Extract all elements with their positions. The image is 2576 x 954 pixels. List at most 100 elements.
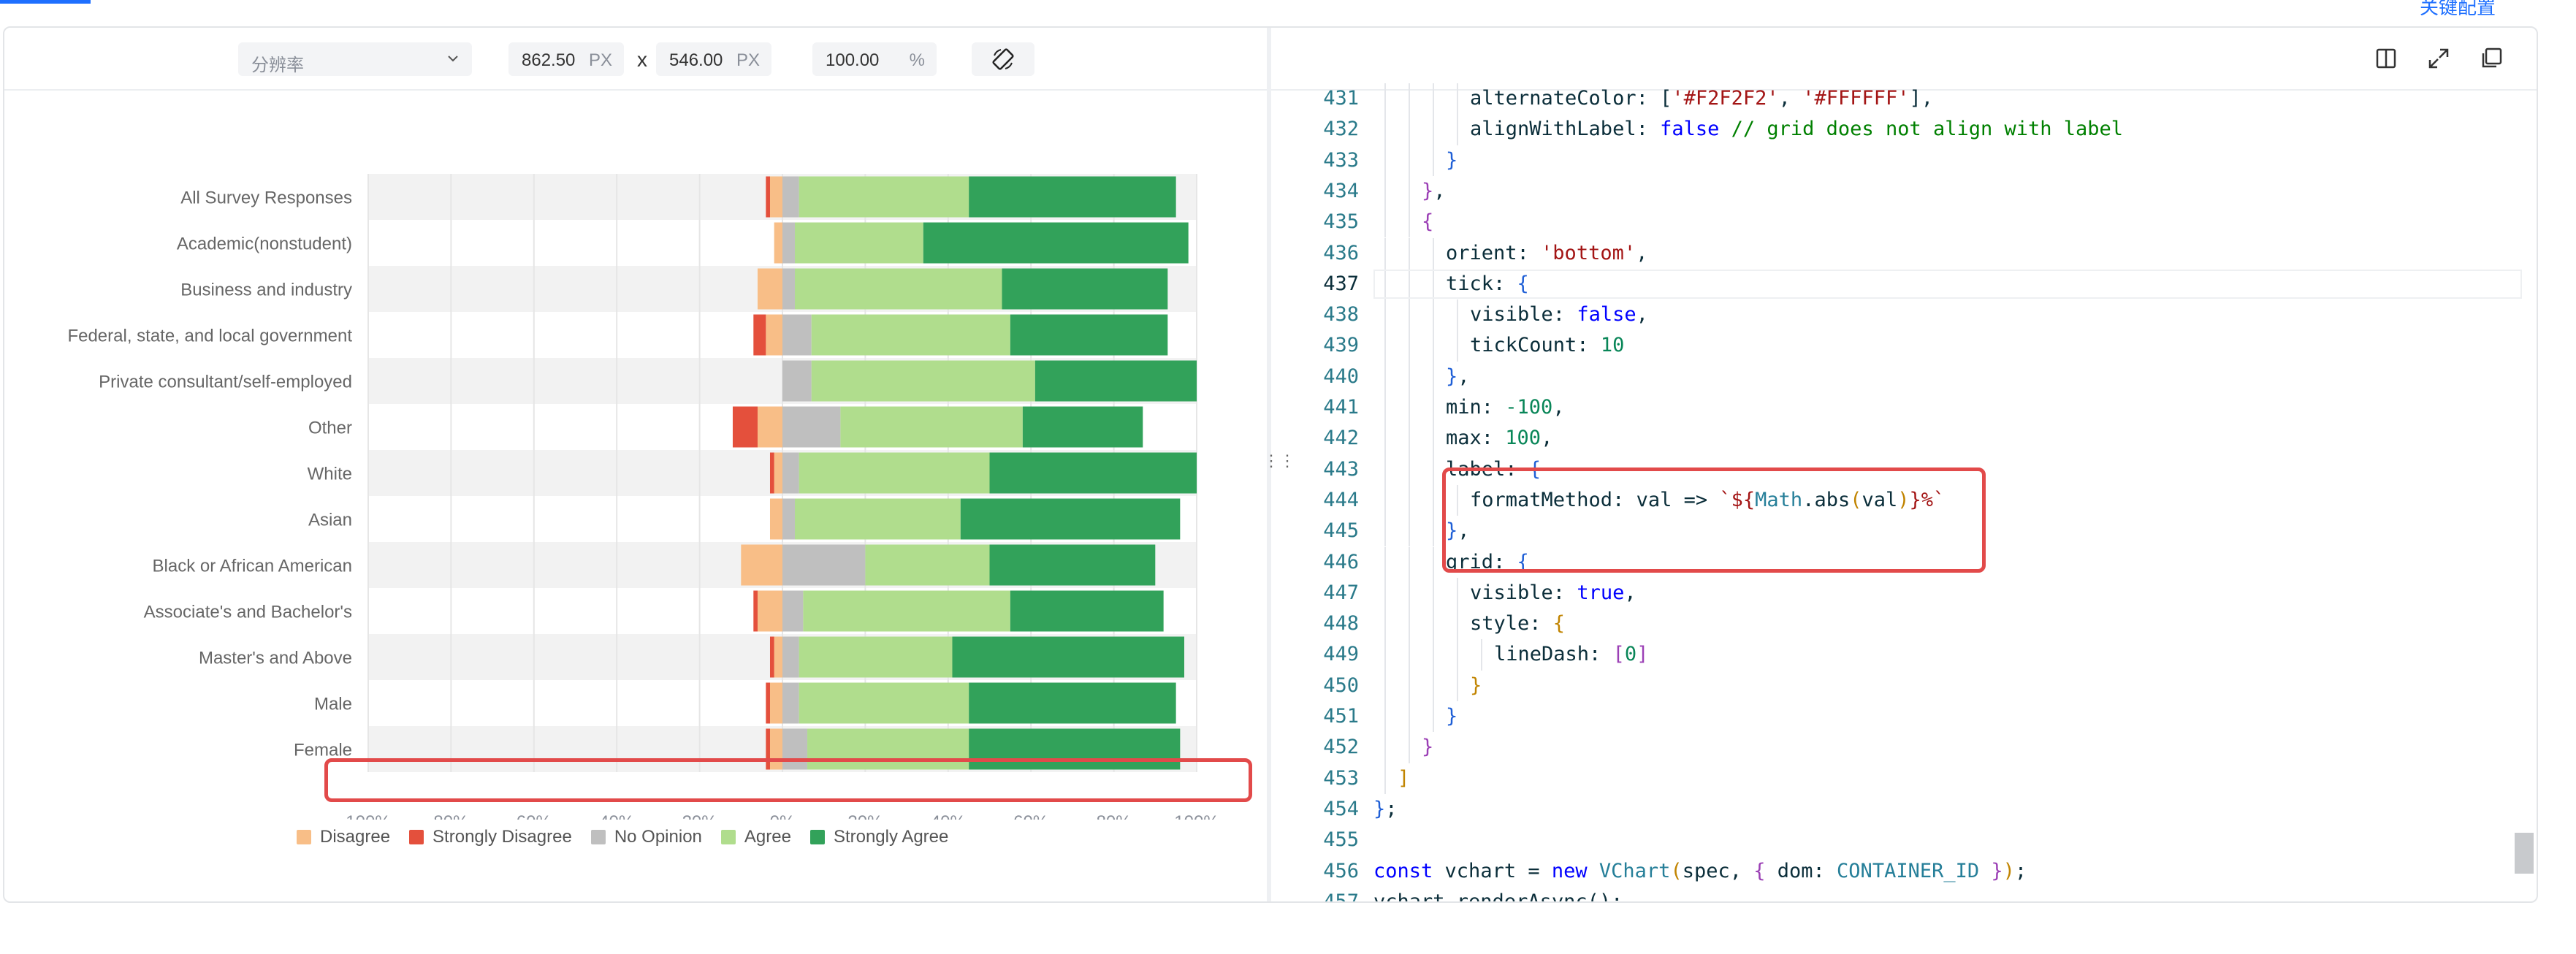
indent-guide <box>1409 268 1410 300</box>
bar-strongly-disagree <box>732 406 758 448</box>
indent-guide <box>1384 207 1386 238</box>
code-token: '#F2F2F2' <box>1672 87 1779 110</box>
indent-guide <box>1384 577 1386 609</box>
indent-guide <box>1409 670 1410 701</box>
indent-guide <box>1457 83 1458 115</box>
category-label: Federal, state, and local government <box>67 327 352 346</box>
code-token: 0 <box>1624 643 1637 666</box>
legend-item[interactable]: Disagree <box>297 827 390 847</box>
indent-guide <box>1384 114 1386 145</box>
code-token: } <box>1470 673 1482 697</box>
code-token: { <box>1552 612 1566 636</box>
height-input[interactable]: 546.00 PX <box>656 42 771 76</box>
indent-guide <box>1409 423 1410 454</box>
indent-guide <box>1481 639 1482 671</box>
bar-strongly-disagree <box>753 314 766 356</box>
bar-no-opinion <box>782 682 799 724</box>
bar-strongly-disagree <box>766 728 770 770</box>
bar-agree <box>799 636 953 678</box>
drag-handle-icon[interactable]: ⋮⋮ <box>1263 451 1295 470</box>
bar-agree <box>807 728 969 770</box>
line-number: 456 <box>1323 859 1359 882</box>
code-content[interactable]: alternateColor: ['#F2F2F2', '#FFFFFF'], a… <box>1373 83 2513 903</box>
indent-guide <box>1409 484 1410 516</box>
indent-guide <box>1457 577 1458 609</box>
indent-guide <box>1384 763 1386 794</box>
code-token: ; <box>1385 797 1398 820</box>
x-tick-label: 40% <box>599 812 634 820</box>
code-token: , <box>1433 179 1446 202</box>
bar-strongly-agree <box>1034 360 1197 402</box>
code-token: , <box>1636 303 1648 327</box>
indent-guide <box>1433 83 1434 115</box>
bar-agree <box>865 544 990 586</box>
code-token: formatMethod: val => <box>1470 488 1720 511</box>
category-label: Academic(nonstudent) <box>177 234 352 254</box>
split-view-icon[interactable] <box>2371 44 2401 73</box>
bar-agree <box>803 590 1010 632</box>
bar-disagree <box>774 452 782 494</box>
code-token: [ <box>1612 643 1625 666</box>
bar-strongly-disagree <box>753 590 758 632</box>
code-line: } <box>1446 701 1457 732</box>
bar-no-opinion <box>782 176 799 218</box>
legend-item[interactable]: Strongly Agree <box>809 827 948 847</box>
chart-legend: Disagree Strongly Disagree No Opinion Agree… <box>297 823 967 852</box>
code-token: val <box>1861 488 1898 511</box>
legend-item[interactable]: No Opinion <box>590 827 702 847</box>
x-tick-label: 100% <box>346 812 390 820</box>
copy-icon[interactable] <box>2477 44 2506 73</box>
code-token: ( <box>1850 488 1862 511</box>
category-label: Asian <box>308 511 352 530</box>
indent-guide <box>1384 484 1386 516</box>
code-token: } <box>1446 519 1458 543</box>
legend-item[interactable]: Strongly Disagree <box>409 827 572 847</box>
x-tick-label: 0% <box>770 812 796 820</box>
code-token: alternateColor: <box>1470 87 1661 110</box>
rotate-button[interactable] <box>972 42 1034 76</box>
code-token: // grid does not align with label <box>1719 118 2124 141</box>
code-token: ) <box>1897 488 1910 511</box>
line-number: 437 <box>1323 272 1359 295</box>
category-label: White <box>308 465 352 484</box>
legend-item[interactable]: Agree <box>720 827 791 847</box>
indent-guide <box>1409 701 1410 733</box>
line-number: 455 <box>1323 828 1359 852</box>
indent-guide <box>1457 484 1458 516</box>
x-tick-label: 80% <box>433 812 468 820</box>
indent-guide <box>1409 83 1410 115</box>
indent-guide <box>1384 608 1386 640</box>
code-token: '#FFFFFF' <box>1802 87 1910 110</box>
code-token: vchart.renderAsync(); <box>1373 890 1623 903</box>
preview-pane: 分辨率 862.50 PX x 546.00 PX 100.00 % <box>4 28 1267 901</box>
code-token: ] <box>1636 643 1649 666</box>
legend-swatch <box>720 830 736 844</box>
editor-scrollbar-thumb[interactable] <box>2515 833 2534 874</box>
resolution-select[interactable]: 分辨率 <box>238 42 472 76</box>
indent-guide <box>1384 175 1386 207</box>
code-token: CONTAINER_ID <box>1837 859 1980 882</box>
indent-guide <box>1409 175 1410 207</box>
code-token: tickCount: <box>1470 334 1601 357</box>
line-number: 436 <box>1323 241 1359 264</box>
code-line: tick: { <box>1446 269 1529 299</box>
code-token: visible: <box>1470 581 1577 604</box>
fullscreen-icon[interactable] <box>2424 44 2453 73</box>
code-line: }, <box>1422 176 1446 207</box>
zoom-input[interactable]: 100.00 % <box>812 42 937 76</box>
indent-guide <box>1409 299 1410 331</box>
bar-strongly-disagree <box>769 452 774 494</box>
pane-divider[interactable] <box>1267 28 1271 901</box>
bar-strongly-agree <box>989 544 1156 586</box>
bar-disagree <box>769 176 782 218</box>
key-config-link[interactable]: 关键配置 <box>2419 0 2496 18</box>
bar-disagree <box>769 682 782 724</box>
width-input[interactable]: 862.50 PX <box>508 42 624 76</box>
line-number: 435 <box>1323 210 1359 234</box>
code-line: { <box>1422 207 1433 237</box>
code-annotation-highlight <box>1442 468 1986 573</box>
code-line: visible: true, <box>1470 578 1636 608</box>
bar-no-opinion <box>782 406 841 448</box>
code-token: { <box>1753 859 1777 882</box>
bar-no-opinion <box>782 314 812 356</box>
